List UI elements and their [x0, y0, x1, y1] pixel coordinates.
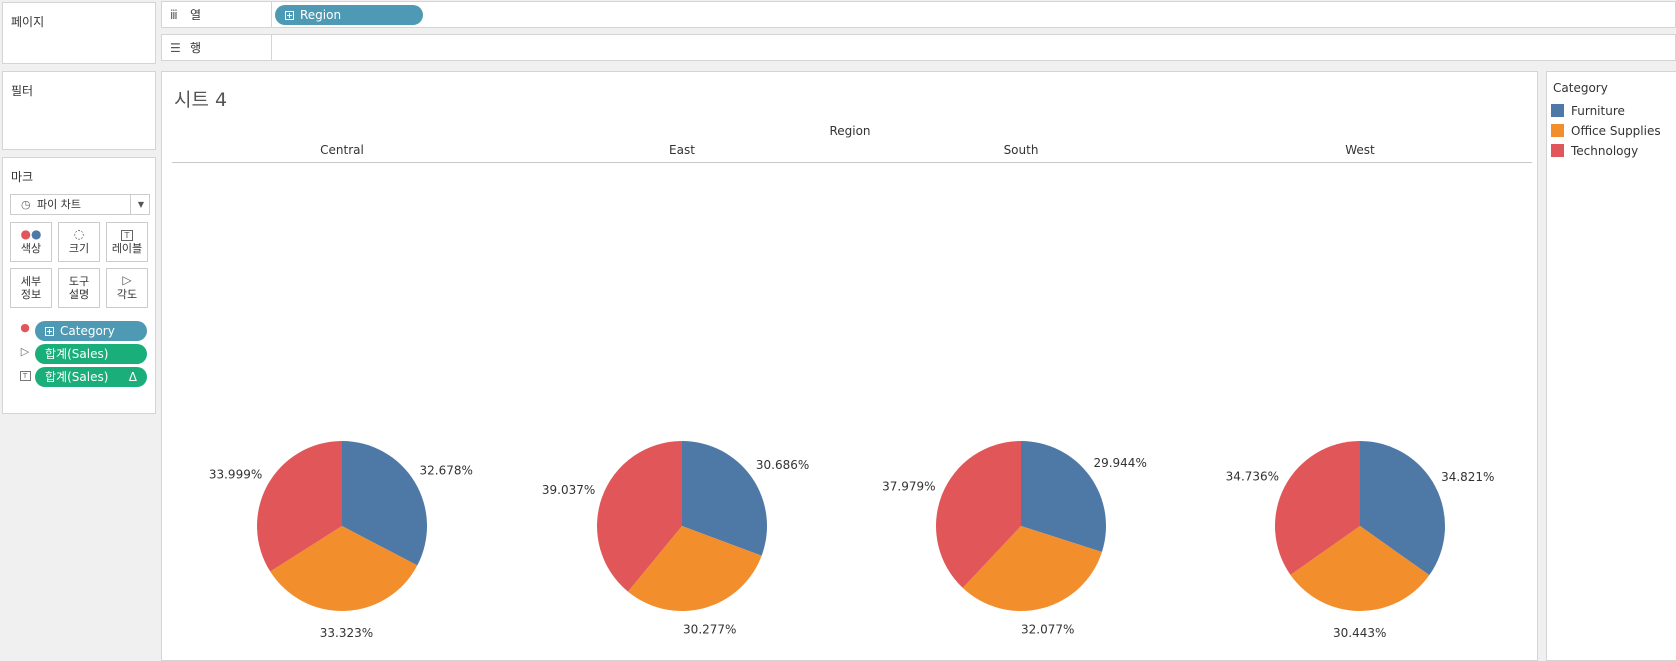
size-button[interactable]: ◌ 크기 [58, 222, 100, 262]
rows-shelf-label: ☰ 행 [162, 35, 272, 60]
region-header: Region [829, 124, 871, 138]
pie-chart-icon: ◷ [21, 198, 31, 211]
tooltip-button[interactable]: 도구 설명 [58, 268, 100, 308]
sum-sales-label-pill[interactable]: 합계(Sales) Δ [35, 367, 147, 387]
sum-sales-angle-pill[interactable]: 합계(Sales) [35, 344, 147, 364]
color-button[interactable]: ●● 색상 [10, 222, 52, 262]
sheet-title: 시트 4 [174, 89, 228, 111]
legend-item-office-supplies[interactable]: Office Supplies [1551, 123, 1661, 139]
chevron-down-icon: ▼ [137, 200, 144, 209]
size-button-label: 크기 [68, 242, 90, 255]
dropdown-divider [130, 195, 131, 214]
column-header-west: West [1345, 143, 1375, 157]
tooltip-button-label: 도구 설명 [68, 275, 90, 301]
column-header-south: South [1003, 143, 1039, 157]
color-icon: ●● [20, 227, 42, 241]
column-header-central: Central [320, 143, 364, 157]
legend-item-technology[interactable]: Technology [1551, 143, 1638, 159]
mark-type-dropdown[interactable]: ◷ 파이 차트 ▼ [10, 194, 150, 215]
marks-card-title: 마크 [11, 170, 34, 184]
category-legend: Category [1546, 71, 1676, 661]
pages-shelf[interactable]: 페이지 [2, 2, 156, 64]
legend-title: Category [1553, 81, 1608, 95]
text-label-icon: T [107, 226, 147, 242]
marks-card: 마크 ◷ 파이 차트 ▼ ●● 색상 ◌ 크기 T 레이블 세부 정보 도구 설… [2, 157, 156, 414]
category-field-label: Category [60, 324, 115, 338]
label-encoding-icon: T [18, 368, 32, 382]
category-field-pill[interactable]: Category [35, 321, 147, 341]
detail-button[interactable]: 세부 정보 [10, 268, 52, 308]
label-button[interactable]: T 레이블 [106, 222, 148, 262]
size-icon: ◌ [73, 227, 85, 241]
region-column-label: Region [300, 8, 342, 22]
color-encoding-icon: ● [20, 321, 30, 334]
angle-encoding-icon: ▷ [20, 345, 30, 358]
legend-swatch [1551, 104, 1564, 117]
region-column-pill[interactable]: Region [275, 5, 423, 25]
rows-icon: ☰ [170, 41, 181, 55]
pages-shelf-label: 페이지 [11, 15, 45, 29]
angle-icon: ▷ [122, 273, 132, 287]
legend-item-furniture[interactable]: Furniture [1551, 103, 1625, 119]
detail-button-label: 세부 정보 [20, 275, 42, 301]
column-header-east: East [669, 143, 695, 157]
delta-icon: Δ [128, 370, 137, 384]
sum-sales-label-label: 합계(Sales) [45, 370, 109, 384]
header-divider [172, 162, 1532, 163]
sheet-view: 시트 4 [161, 71, 1538, 661]
legend-swatch [1551, 124, 1564, 137]
columns-icon: ⅲ [170, 8, 178, 22]
filters-shelf-label: 필터 [11, 84, 34, 98]
expand-icon [45, 327, 54, 336]
color-button-label: 색상 [20, 242, 42, 255]
sum-sales-angle-label: 합계(Sales) [45, 347, 109, 361]
legend-swatch [1551, 144, 1564, 157]
angle-button[interactable]: ▷ 각도 [106, 268, 148, 308]
expand-icon [285, 11, 294, 20]
rows-shelf[interactable]: ☰ 행 [161, 34, 1676, 61]
filters-shelf[interactable]: 필터 [2, 71, 156, 150]
mark-type-value: 파이 차트 [37, 198, 81, 211]
angle-button-label: 각도 [116, 288, 138, 301]
label-button-label: 레이블 [111, 242, 143, 255]
